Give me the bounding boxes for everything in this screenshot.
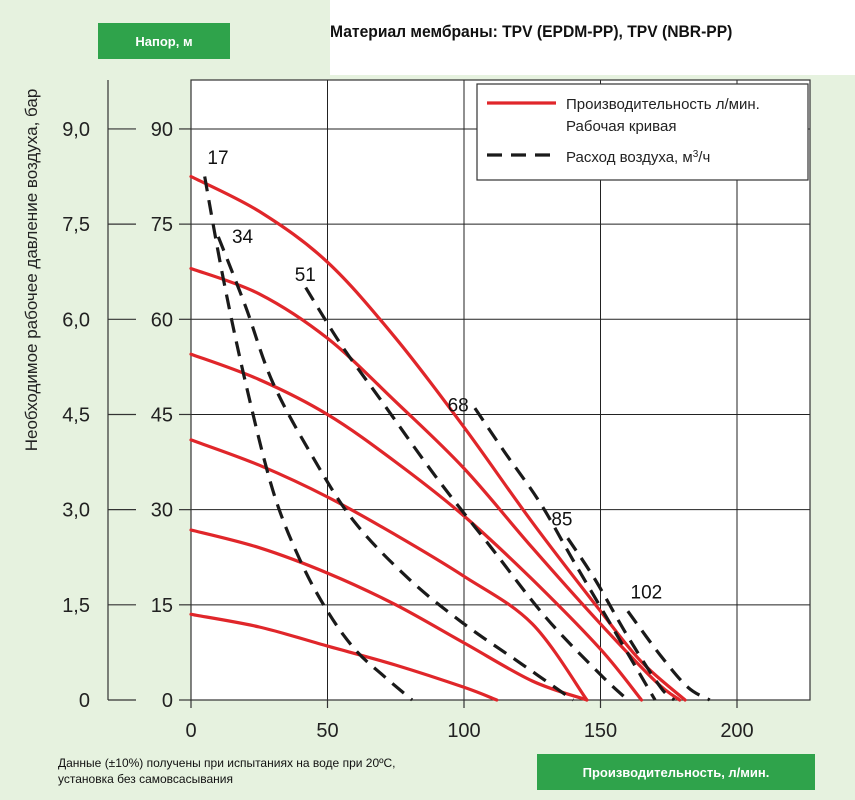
air-flow-curve-102 (626, 610, 711, 702)
pressure-tick-label: 4,5 (62, 404, 90, 426)
legend-air-flow-label: Расход воздуха, м3/ч (566, 149, 710, 167)
performance-curve-4 (189, 438, 589, 702)
head-tick-label: 15 (151, 595, 173, 617)
performance-curve-5 (189, 528, 589, 702)
plot-background (191, 80, 810, 700)
head-tick-label: 45 (151, 404, 173, 426)
air-flow-curve-34 (216, 236, 575, 702)
legend-performance-label-2: Рабочая кривая (566, 118, 676, 135)
x-tick-label: 0 (185, 720, 196, 742)
x-axis-label-button[interactable]: Производительность, л/мин. (537, 754, 815, 790)
legend-performance-label: Производительность л/мин. (566, 96, 760, 113)
head-tick-label: 60 (151, 309, 173, 331)
air-flow-label-68: 68 (448, 395, 469, 416)
air-flow-label-102: 102 (631, 582, 663, 603)
x-tick-label: 100 (447, 720, 480, 742)
pressure-tick-label: 0 (79, 690, 90, 712)
x-tick-label: 50 (316, 720, 338, 742)
plot-frame (190, 79, 811, 701)
head-tick-label: 0 (162, 690, 173, 712)
performance-curve-3 (189, 352, 644, 702)
pressure-tick-label: 6,0 (62, 309, 90, 331)
pressure-tick-label: 7,5 (62, 214, 90, 236)
air-flow-curve-17 (203, 176, 414, 702)
grid (191, 80, 810, 700)
pressure-tick-label: 1,5 (62, 595, 90, 617)
axes: 0 1,5 3,0 4,5 6,0 7,5 9,0 0 15 30 45 60 75 90 0 50 100 15… (22, 80, 754, 742)
air-flow-label-34: 34 (232, 227, 254, 248)
head-tick-label: 75 (151, 214, 173, 236)
x-tick-label: 200 (720, 720, 753, 742)
y-axis-label-button[interactable]: Напор, м (98, 23, 230, 59)
air-flow-curve-85 (566, 537, 676, 702)
pressure-tick-label: 3,0 (62, 500, 90, 522)
air-flow-curve-51 (304, 286, 629, 702)
title-background (330, 0, 855, 75)
legend-box (476, 83, 809, 181)
pressure-tick-label: 9,0 (62, 119, 90, 141)
chart-title: Материал мембраны: TPV (EPDM-PP), TPV (N… (330, 22, 733, 41)
note-line-2: установка без самовсасывания (58, 772, 233, 786)
air-flow-label-17: 17 (207, 148, 228, 169)
pressure-axis-title: Необходимое рабочее давление воздуха, ба… (22, 89, 41, 452)
x-tick-label: 150 (584, 720, 617, 742)
air-flow-curves: 17 34 51 68 85 102 (203, 148, 711, 702)
legend: Производительность л/мин. Рабочая кривая Р… (476, 83, 809, 181)
air-flow-label-85: 85 (551, 510, 572, 531)
head-tick-label: 90 (151, 119, 173, 141)
air-flow-label-51: 51 (295, 265, 316, 286)
performance-curve-1 (189, 174, 687, 702)
air-flow-curve-68 (473, 407, 657, 701)
head-tick-label: 30 (151, 500, 173, 522)
note-line-1: Данные (±10%) получены при испытаниях на… (58, 756, 396, 770)
test-conditions-note: Данные (±10%) получены при испытаниях на… (58, 755, 396, 787)
